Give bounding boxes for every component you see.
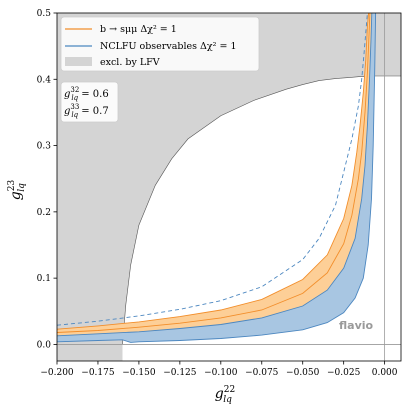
nclfu-dashed-line bbox=[57, 13, 368, 326]
x-axis: −0.200 −0.175 −0.150 −0.125 −0.100 −0.075 −0.0… bbox=[40, 361, 398, 378]
plot-area bbox=[57, 13, 401, 361]
y-tick-label: 0.1 bbox=[37, 274, 51, 284]
x-tick-label: −0.050 bbox=[286, 368, 320, 378]
parameter-g32: g32 lq = 0.6 bbox=[64, 86, 109, 102]
y-tick-label: 0.2 bbox=[37, 208, 51, 218]
nclfu-lower-line bbox=[57, 13, 377, 343]
y-axis-label-sup: 23 bbox=[7, 180, 17, 192]
y-axis-label: g23lq bbox=[7, 180, 27, 201]
x-axis-label-sub: lq bbox=[223, 395, 232, 405]
y-tick-label: 0.3 bbox=[37, 142, 52, 152]
y-tick-label: 0.4 bbox=[37, 75, 52, 85]
legend-box bbox=[60, 16, 260, 72]
x-tick-label: 0.000 bbox=[372, 368, 398, 378]
lfv-excluded-region bbox=[57, 13, 401, 361]
x-tick-label: −0.175 bbox=[81, 368, 115, 378]
legend-label-bsmumu: b → sμμ Δχ² = 1 bbox=[100, 24, 177, 35]
flavio-watermark: flavio bbox=[339, 319, 374, 332]
y-tick-label: 0.5 bbox=[37, 9, 52, 19]
nclfu-band bbox=[57, 13, 376, 343]
y-axis-label-sub: lq bbox=[17, 183, 27, 192]
x-tick-label: −0.150 bbox=[122, 368, 156, 378]
nclfu-upper-line bbox=[57, 13, 373, 337]
parameter-g33: g33 lq = 0.7 bbox=[64, 103, 109, 119]
y-axis: 0.0 0.1 0.2 0.3 0.4 0.5 bbox=[37, 9, 57, 350]
plot-frame bbox=[56, 12, 402, 362]
x-tick-label: −0.075 bbox=[245, 368, 279, 378]
bsmumu-central-line bbox=[57, 13, 371, 333]
x-tick-label: −0.200 bbox=[40, 368, 74, 378]
legend-label-lfv: excl. by LFV bbox=[100, 57, 160, 68]
bsmumu-upper-line bbox=[57, 13, 370, 330]
x-tick-label: −0.025 bbox=[327, 368, 361, 378]
legend-swatch-lfv bbox=[65, 57, 92, 66]
legend: b → sμμ Δχ² = 1 NCLFU observables Δχ² = … bbox=[60, 16, 260, 72]
legend-label-nclfu: NCLFU observables Δχ² = 1 bbox=[100, 41, 236, 52]
parameter-box-frame bbox=[60, 81, 119, 123]
parameter-box: g32 lq = 0.6 g33 lq = 0.7 bbox=[60, 81, 119, 123]
y-tick-label: 0.0 bbox=[37, 340, 52, 350]
x-tick-label: −0.100 bbox=[204, 368, 238, 378]
x-axis-label-sup: 22 bbox=[224, 385, 235, 395]
x-axis-label: g22 lq bbox=[215, 385, 235, 405]
x-tick-label: −0.125 bbox=[163, 368, 197, 378]
